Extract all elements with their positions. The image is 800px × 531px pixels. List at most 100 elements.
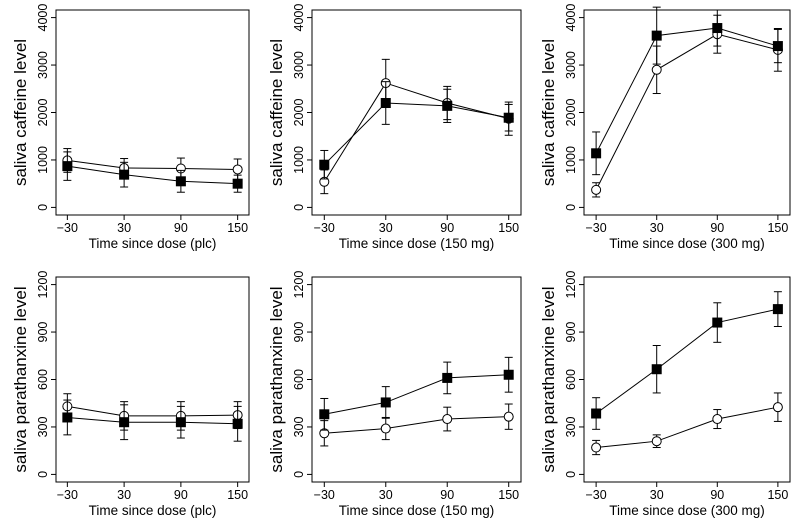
data-point-square	[119, 417, 130, 428]
panel-bottom-left: −30 30 90 150 0 300 600 900 1200 Time since dose …	[11, 271, 250, 518]
y-tick-label: 4000	[36, 4, 50, 32]
x-tick-label: 90	[174, 221, 188, 235]
data-point-square	[772, 41, 783, 52]
x-tick-label: −30	[586, 488, 607, 502]
y-tick-label: 4000	[564, 4, 578, 32]
x-tick-label: −30	[314, 488, 335, 502]
y-axis-title: saliva caffeine level	[267, 39, 286, 186]
panel-top-left: −30 30 90 150 0 1000 2000 3000 4000 Time since do…	[11, 4, 250, 251]
series-open-circles	[591, 392, 783, 456]
series-open-circles	[62, 393, 243, 431]
data-point-circle	[712, 414, 723, 425]
data-point-square	[651, 364, 662, 375]
data-point-square	[319, 409, 330, 420]
data-point-square	[712, 23, 723, 34]
y-tick-label: 600	[292, 369, 306, 390]
x-tick-label: 150	[227, 221, 248, 235]
y-axis-title: saliva parathanxine level	[267, 286, 286, 472]
series-line	[67, 159, 238, 170]
series-line	[596, 406, 778, 449]
data-point-square	[503, 112, 514, 123]
y-tick-label: 2000	[292, 99, 306, 127]
plot-frame	[311, 276, 522, 483]
x-tick-label: 30	[650, 221, 664, 235]
x-tick-label: 30	[117, 488, 131, 502]
y-axis-title: saliva parathanxine level	[539, 286, 558, 472]
y-tick-label: 3000	[564, 51, 578, 79]
x-tick-label: 150	[227, 488, 248, 502]
y-tick-label: 1200	[564, 271, 578, 299]
y-axis-title: saliva parathanxine level	[11, 286, 30, 472]
x-axis-title: Time since dose (300 mg)	[609, 503, 765, 518]
data-point-circle	[232, 164, 243, 175]
series-line	[67, 416, 238, 425]
data-point-circle	[503, 411, 514, 422]
data-point-square	[232, 418, 243, 429]
data-point-square	[591, 408, 602, 419]
x-axis-title: Time since dose (plc)	[89, 236, 217, 251]
data-point-square	[175, 176, 186, 187]
series-filled-squares	[591, 291, 783, 430]
y-tick-label: 1200	[292, 271, 306, 299]
data-point-circle	[591, 184, 602, 195]
y-tick-label: 600	[36, 369, 50, 390]
y-tick-label: 3000	[36, 51, 50, 79]
y-tick-label: 2000	[564, 99, 578, 127]
plot-frame	[583, 276, 791, 483]
y-tick-label: 0	[36, 204, 50, 211]
series-line	[67, 405, 238, 417]
data-point-square	[232, 178, 243, 189]
x-tick-label: 150	[767, 221, 788, 235]
y-axis-title: saliva caffeine level	[11, 39, 30, 186]
data-point-square	[442, 100, 453, 111]
x-tick-label: 30	[379, 221, 393, 235]
data-point-circle	[591, 442, 602, 453]
series-line	[67, 165, 238, 185]
y-tick-label: 0	[292, 204, 306, 211]
panel-bottom-middle: −30 30 90 150 0 300 600 900 1200 Time since dose …	[267, 271, 522, 518]
x-tick-label: −30	[57, 221, 78, 235]
y-tick-label: 300	[292, 416, 306, 437]
x-tick-label: 150	[498, 221, 519, 235]
x-tick-label: 30	[117, 221, 131, 235]
x-tick-label: 90	[440, 221, 454, 235]
series-open-circles	[319, 403, 514, 447]
series-line	[324, 374, 509, 415]
plot-frame	[55, 9, 250, 216]
data-point-square	[380, 98, 391, 109]
x-tick-label: 150	[498, 488, 519, 502]
y-tick-label: 1000	[564, 146, 578, 174]
series-filled-squares	[591, 6, 783, 176]
x-tick-label: 90	[710, 488, 724, 502]
data-point-circle	[651, 64, 662, 75]
series-open-circles	[319, 58, 514, 195]
series-line	[323, 82, 509, 183]
data-point-square	[712, 317, 723, 328]
x-tick-label: −30	[57, 488, 78, 502]
panel-top-right: −30 30 90 150 0 1000 2000 3000 4000 Time since do…	[539, 4, 791, 251]
data-point-square	[119, 169, 130, 180]
plot-frame	[311, 9, 522, 216]
data-point-circle	[651, 436, 662, 447]
series-filled-squares	[62, 399, 243, 442]
y-tick-label: 0	[36, 471, 50, 478]
data-point-square	[319, 159, 330, 170]
series-line	[595, 308, 778, 414]
data-point-square	[503, 369, 514, 380]
series-line	[595, 33, 779, 191]
data-point-square	[591, 148, 602, 159]
panel-bottom-right: −30 30 90 150 0 300 600 900 1200 Time since dose …	[539, 271, 791, 518]
data-point-circle	[380, 423, 391, 434]
series-open-circles	[62, 148, 243, 181]
y-tick-label: 2000	[36, 99, 50, 127]
x-axis-title: Time since dose (300 mg)	[609, 236, 765, 251]
x-axis-title: Time since dose (plc)	[89, 503, 217, 518]
y-tick-label: 900	[292, 322, 306, 343]
x-tick-label: 90	[174, 488, 188, 502]
series-line	[595, 27, 779, 154]
data-point-square	[442, 372, 453, 383]
series-filled-squares	[319, 81, 514, 180]
y-tick-label: 0	[564, 471, 578, 478]
